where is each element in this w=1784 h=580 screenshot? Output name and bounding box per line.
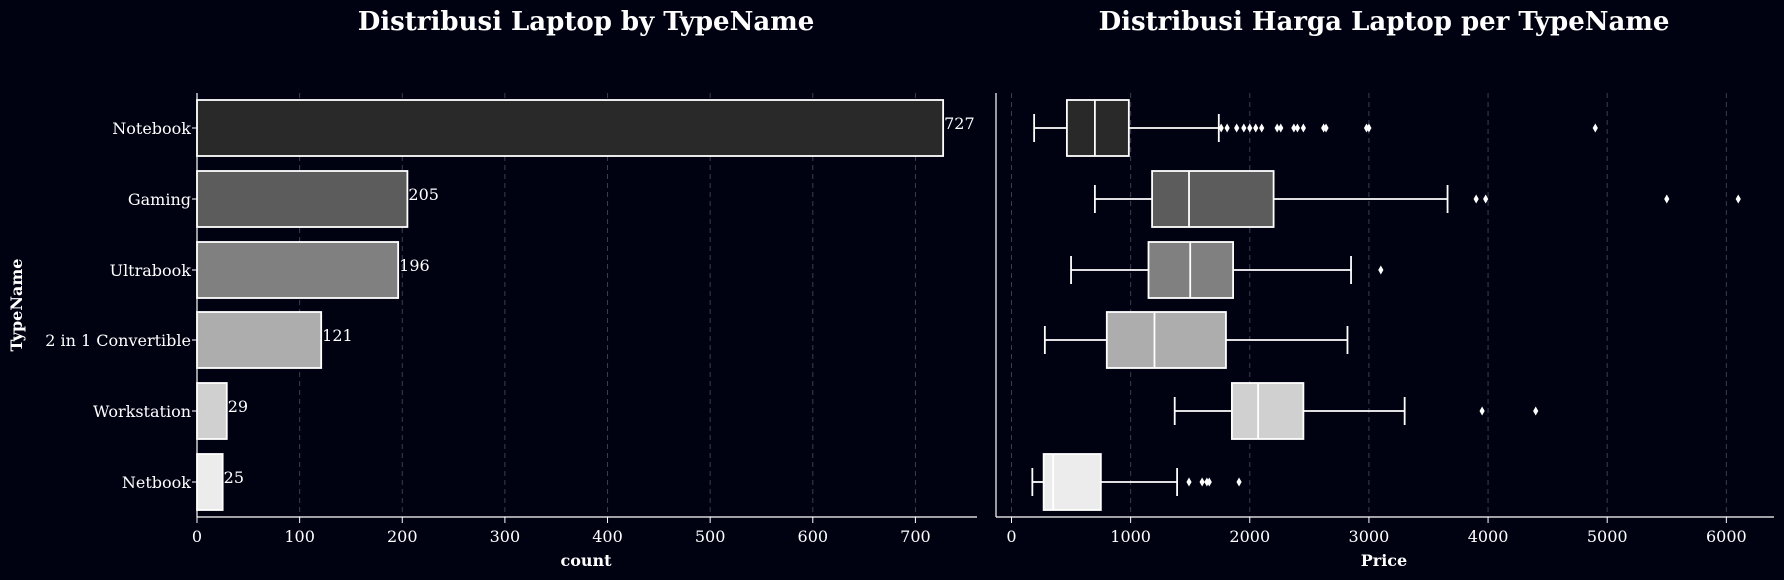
boxplot-notebook <box>1033 99 1598 157</box>
outlier-point <box>1735 194 1741 204</box>
outlier-point <box>1664 194 1670 204</box>
left-x-tick-label: 600 <box>798 527 829 546</box>
left-category-labels: Notebook Gaming Ultrabook 2 in 1 Convertibl… <box>45 119 197 492</box>
outlier-point <box>1592 123 1598 133</box>
right-x-tick-label: 4000 <box>1468 527 1509 546</box>
right-x-tick-label: 3000 <box>1349 527 1390 546</box>
category-label: Workstation <box>93 402 191 421</box>
bar-data-label: 196 <box>399 256 430 275</box>
category-label: Gaming <box>128 190 191 209</box>
box-iqr <box>1065 99 1130 157</box>
right-x-tick-label: 1000 <box>1110 527 1151 546</box>
right-gridlines <box>1010 93 1727 517</box>
outlier-point <box>1473 194 1479 204</box>
outlier-point <box>1294 123 1301 133</box>
left-x-tick-label: 200 <box>387 527 418 546</box>
bar-netbook <box>196 453 224 511</box>
outlier-point <box>1241 123 1247 133</box>
outlier-point <box>1378 265 1384 275</box>
boxplot-workstation <box>1173 382 1539 440</box>
right-x-tick-label: 6000 <box>1706 527 1747 546</box>
outlier-point <box>1274 123 1280 133</box>
bar-data-label: 25 <box>224 468 244 487</box>
left-x-tick-label: 300 <box>490 527 521 546</box>
bar-workstation <box>196 382 228 440</box>
bar-ultrabook <box>196 241 400 299</box>
boxplot-gaming <box>1093 170 1741 228</box>
category-label: 2 in 1 Convertible <box>45 331 191 350</box>
left-chart-title: Distribusi Laptop by TypeName <box>358 7 815 37</box>
left-x-tick-label: 700 <box>900 527 931 546</box>
right-x-axis-label: Price <box>1361 551 1407 570</box>
outlier-point <box>1206 477 1212 487</box>
outlier-point <box>1366 123 1372 133</box>
outlier-point <box>1224 123 1230 133</box>
outlier-point <box>1236 477 1242 487</box>
left-y-axis-label: TypeName <box>7 259 26 352</box>
outlier-point <box>1479 406 1485 416</box>
left-x-ticks: 0 100 200 300 400 500 600 700 <box>192 517 931 546</box>
box-iqr <box>1105 311 1227 369</box>
right-x-tick-label: 5000 <box>1587 527 1628 546</box>
right-x-tick-label: 2000 <box>1229 527 1270 546</box>
left-bars: 727 205 196 121 29 25 <box>196 99 975 511</box>
bar-data-label: 121 <box>322 326 353 345</box>
outlier-point <box>1323 123 1329 133</box>
outlier-point <box>1291 123 1297 133</box>
right-x-ticks: 0 1000 2000 3000 4000 5000 6000 <box>1006 517 1747 546</box>
bar-data-label: 29 <box>228 397 248 416</box>
outlier-point <box>1218 123 1224 133</box>
right-x-tick-label: 0 <box>1006 527 1016 546</box>
left-gridlines <box>299 93 916 517</box>
bar-data-label: 727 <box>944 114 975 133</box>
outlier-point <box>1247 123 1253 133</box>
outlier-point <box>1199 477 1205 487</box>
category-label: Netbook <box>122 473 191 492</box>
bar-notebook <box>196 99 945 157</box>
left-x-tick-label: 400 <box>592 527 623 546</box>
category-label: Notebook <box>112 119 191 138</box>
left-x-tick-label: 0 <box>192 527 202 546</box>
outlier-point <box>1483 194 1489 204</box>
bar-data-label: 205 <box>408 185 439 204</box>
outlier-point <box>1278 123 1284 133</box>
category-label: Ultrabook <box>110 261 192 280</box>
box-iqr <box>1151 170 1275 228</box>
bar-gaming <box>196 170 409 228</box>
boxplot-netbook <box>1031 453 1242 511</box>
right-boxplots <box>1031 99 1741 511</box>
outlier-point <box>1533 406 1539 416</box>
left-x-tick-label: 100 <box>284 527 315 546</box>
right-chart-title: Distribusi Harga Laptop per TypeName <box>1099 7 1670 37</box>
left-x-axis-label: count <box>560 551 612 570</box>
boxplot-ultrabook <box>1070 241 1384 299</box>
outlier-point <box>1234 123 1240 133</box>
outlier-point <box>1253 123 1259 133</box>
outlier-point <box>1300 123 1306 133</box>
outlier-point <box>1259 123 1265 133</box>
box-iqr <box>1231 382 1305 440</box>
left-x-tick-label: 500 <box>695 527 726 546</box>
box-iqr <box>1042 453 1102 511</box>
bar-2-in-1-convertible <box>196 311 323 369</box>
boxplot-2-in-1-convertible <box>1043 311 1349 369</box>
outlier-point <box>1186 477 1192 487</box>
